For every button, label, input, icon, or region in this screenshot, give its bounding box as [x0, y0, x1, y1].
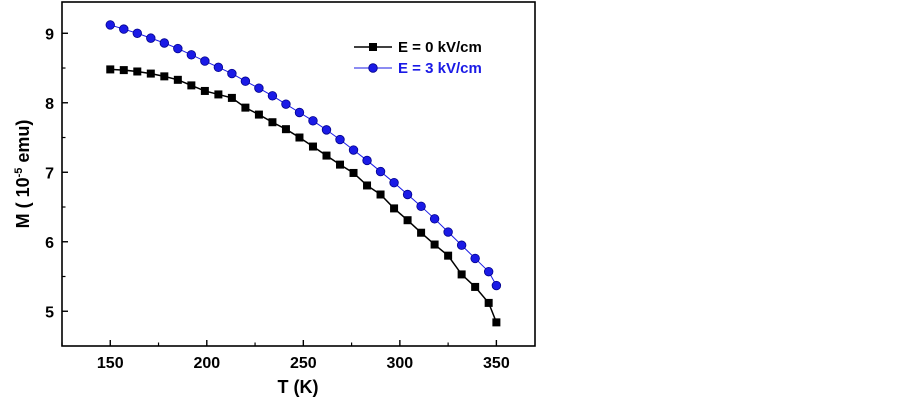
y-axis-title-exponent: -5	[13, 168, 25, 178]
data-point-series-0	[160, 72, 169, 81]
data-point-series-1	[186, 50, 197, 60]
data-point-series-0	[200, 86, 209, 95]
data-point-series-1	[491, 280, 502, 291]
data-point-series-1	[362, 155, 372, 166]
series-line-0	[110, 68, 498, 323]
data-point-series-1	[200, 56, 210, 66]
data-point-series-1	[429, 214, 440, 224]
data-point-series-1	[470, 253, 480, 264]
data-point-series-0	[281, 125, 290, 134]
data-point-series-1	[456, 240, 467, 250]
y-axis-title-unit: emu)	[13, 120, 33, 168]
data-point-series-0	[295, 133, 304, 142]
data-point-series-0	[430, 240, 439, 249]
data-point-series-0	[471, 282, 480, 291]
data-point-series-0	[457, 270, 466, 279]
data-point-series-0	[403, 216, 412, 225]
y-tick-label: 6	[45, 235, 54, 252]
data-point-series-1	[213, 62, 224, 73]
data-point-series-1	[308, 116, 318, 126]
data-point-series-0	[363, 181, 372, 190]
data-point-series-0	[376, 190, 385, 199]
data-point-series-0	[241, 103, 250, 112]
data-point-series-1	[227, 68, 237, 79]
legend-label-series-1: E = 3 kV/cm	[398, 60, 482, 77]
series-layer	[105, 20, 502, 327]
data-point-series-1	[159, 38, 170, 48]
data-point-series-0	[214, 90, 223, 99]
legend: E = 0 kV/cm E = 3 kV/cm	[354, 39, 482, 77]
data-point-series-1	[267, 91, 278, 101]
data-point-series-0	[119, 66, 128, 75]
data-point-series-0	[308, 142, 317, 151]
y-tick-label: 9	[45, 26, 54, 43]
data-point-series-1	[173, 43, 183, 54]
data-point-series-1	[119, 24, 129, 34]
data-point-series-1	[389, 177, 399, 188]
data-point-series-1	[105, 20, 115, 30]
y-axis-title-main: M ( 10	[13, 177, 33, 228]
data-point-series-0	[444, 251, 453, 260]
x-tick-label: 250	[290, 355, 317, 372]
data-point-series-0	[349, 168, 358, 177]
data-point-series-1	[416, 201, 426, 212]
data-point-series-0	[173, 75, 182, 84]
legend-marker-series-0	[369, 43, 377, 51]
y-tick-label: 5	[45, 304, 54, 321]
x-tick-label: 150	[97, 355, 124, 372]
data-point-series-0	[322, 151, 331, 160]
data-point-series-0	[390, 204, 399, 213]
data-point-series-1	[254, 83, 264, 93]
data-point-series-1	[348, 145, 359, 155]
x-tick-label: 200	[193, 355, 220, 372]
data-point-series-0	[417, 228, 426, 237]
data-point-series-1	[321, 125, 332, 135]
y-axis-title: M ( 10-5 emu)	[13, 120, 33, 229]
legend-marker-series-1	[368, 63, 378, 73]
data-point-series-0	[254, 110, 263, 119]
data-point-series-1	[240, 76, 251, 86]
data-point-series-1	[132, 28, 142, 38]
plot-frame	[61, 1, 536, 347]
data-point-series-0	[187, 81, 196, 90]
x-tick-label: 300	[387, 355, 414, 372]
data-point-series-1	[443, 227, 453, 237]
y-axis: 5 6 7 8 9	[45, 26, 68, 321]
data-point-series-1	[146, 33, 156, 43]
data-point-series-1	[335, 134, 345, 145]
data-point-series-0	[484, 298, 493, 307]
x-axis: 150 200 250 300 350	[61, 340, 510, 372]
x-tick-label: 350	[483, 355, 510, 372]
data-point-series-0	[268, 118, 277, 127]
data-point-series-1	[402, 189, 413, 200]
data-point-series-0	[146, 69, 155, 78]
data-point-series-1	[483, 266, 494, 277]
data-point-series-1	[281, 99, 291, 109]
data-point-series-1	[294, 107, 305, 118]
y-tick-label: 7	[45, 165, 54, 182]
data-point-series-0	[133, 67, 142, 76]
x-axis-title: T (K)	[278, 377, 319, 397]
data-point-series-1	[375, 166, 386, 177]
y-tick-label: 8	[45, 96, 54, 113]
data-point-series-0	[336, 160, 345, 169]
legend-label-series-0: E = 0 kV/cm	[398, 39, 482, 56]
data-point-series-0	[227, 93, 236, 102]
data-point-series-0	[106, 65, 115, 74]
data-point-series-0	[492, 318, 501, 327]
